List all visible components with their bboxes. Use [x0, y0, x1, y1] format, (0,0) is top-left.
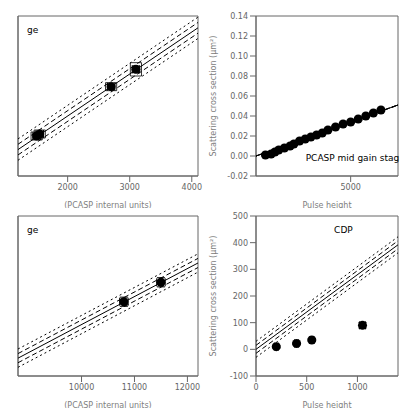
svg-text:11000: 11000: [122, 383, 147, 392]
svg-text:0.14: 0.14: [230, 12, 248, 21]
svg-text:12000: 12000: [175, 383, 200, 392]
svg-text:-100: -100: [230, 372, 248, 381]
html-text:ge: ge: [27, 225, 39, 236]
svg-text:0.02: 0.02: [230, 132, 248, 141]
svg-text:100: 100: [233, 319, 248, 328]
svg-text:0.04: 0.04: [230, 112, 248, 121]
svg-text:500: 500: [233, 212, 248, 221]
svg-text:Pulse height: Pulse height: [302, 401, 351, 408]
svg-text:0.08: 0.08: [230, 72, 248, 81]
svg-text:500: 500: [299, 383, 314, 392]
svg-text:Scattering cross section (μm²): Scattering cross section (μm²): [209, 36, 218, 157]
svg-text:0: 0: [253, 383, 258, 392]
svg-text:10000: 10000: [69, 383, 94, 392]
svg-text:(PCASP internal units): (PCASP internal units): [64, 201, 151, 208]
svg-text:-0.02: -0.02: [227, 172, 248, 181]
svg-text:0.06: 0.06: [230, 92, 248, 101]
svg-text:Pulse height: Pulse height: [302, 201, 351, 208]
svg-text:0: 0: [243, 345, 248, 354]
svg-text:400: 400: [233, 239, 248, 248]
svg-text:3000: 3000: [120, 183, 140, 192]
html-text:CDP: CDP: [334, 225, 353, 236]
svg-text:0.10: 0.10: [230, 52, 248, 61]
svg-text:300: 300: [233, 265, 248, 274]
svg-text:200: 200: [233, 292, 248, 301]
html-text:ge: ge: [27, 25, 39, 36]
svg-text:5000: 5000: [340, 183, 360, 192]
svg-text:Scattering cross section (μm²): Scattering cross section (μm²): [209, 236, 218, 357]
svg-text:0.12: 0.12: [230, 32, 248, 41]
html-text:PCASP mid gain stag: PCASP mid gain stag: [305, 153, 400, 164]
svg-text:0.00: 0.00: [230, 152, 248, 161]
svg-text:(PCASP internal units): (PCASP internal units): [64, 401, 151, 408]
svg-text:4000: 4000: [182, 183, 202, 192]
svg-text:1000: 1000: [347, 383, 367, 392]
svg-text:2000: 2000: [57, 183, 77, 192]
